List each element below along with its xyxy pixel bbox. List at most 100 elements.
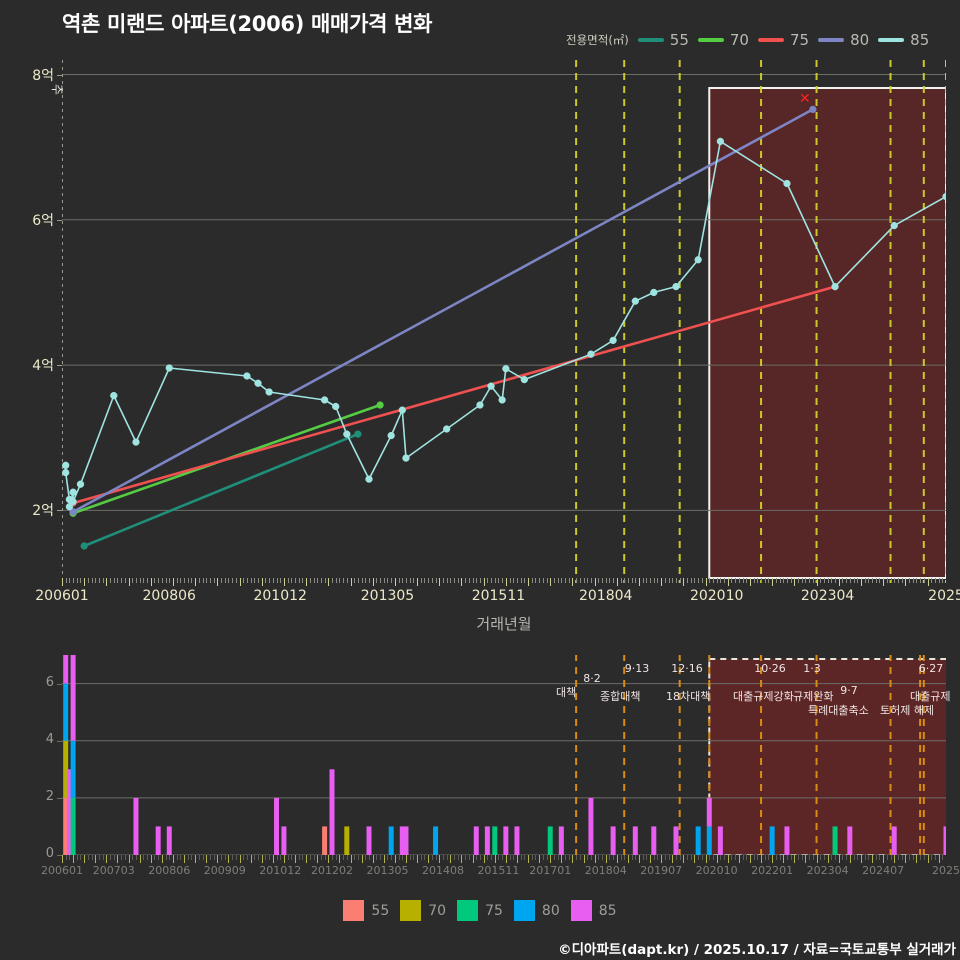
policy-annotation-label: 특례대출축소: [808, 704, 869, 717]
volume-x-tick-label: 200806: [148, 864, 191, 877]
legend-item-80[interactable]: 80: [818, 31, 869, 49]
legend-item-70[interactable]: 70: [697, 31, 749, 49]
price-axis-tick: [439, 578, 441, 586]
price-x-tickmarks: [62, 578, 946, 586]
volume-axis-tick: [276, 855, 278, 860]
volume-axis-tick: [158, 855, 160, 860]
volume-axis-tick: [672, 855, 674, 863]
price-x-tick-label: 200601: [35, 588, 89, 604]
price-x-tick-label: 201804: [578, 588, 633, 604]
price-axis-tick: [250, 578, 252, 583]
price-axis-tick: [106, 578, 108, 586]
volume-axis-tick: [302, 855, 304, 860]
price-axis-tick: [576, 578, 578, 583]
policy-annotation-label: 규제완화: [793, 690, 834, 703]
price-axis-tick: [561, 578, 563, 583]
price-axis-tick: [446, 578, 448, 583]
price-axis-tick: [757, 578, 759, 583]
volume-axis-tick: [187, 855, 189, 860]
volume-axis-tick: [616, 855, 618, 863]
legend-label-70: 70: [729, 31, 749, 49]
volume-axis-tick: [387, 855, 389, 860]
volume-axis-tick: [206, 855, 208, 863]
volume-axis-tick: [816, 855, 818, 863]
volume-axis-tick: [442, 855, 444, 860]
price-axis-tick: [365, 578, 367, 583]
vol-legend-item-75[interactable]: 75: [457, 900, 503, 921]
volume-axis-tick: [498, 855, 500, 860]
volume-x-tickmarks: [62, 855, 946, 863]
volume-x-tick-label: 201907: [640, 864, 683, 877]
price-axis-tick: [738, 578, 740, 583]
volume-axis-tick: [587, 855, 589, 860]
price-axis-tick: [265, 578, 267, 583]
price-axis-tick: [664, 578, 666, 583]
price-axis-tick: [76, 578, 78, 583]
volume-x-tick-label: 201804: [584, 864, 627, 877]
volume-axis-tick: [372, 855, 374, 863]
price-axis-tick: [65, 578, 67, 583]
price-axis-tick: [313, 578, 315, 583]
volume-axis-tick: [424, 855, 426, 860]
volume-axis-tick: [694, 855, 696, 863]
price-axis-tick: [413, 578, 415, 583]
price-axis-tick: [124, 578, 126, 583]
price-axis-tick: [198, 578, 200, 583]
volume-y-tick: [57, 740, 62, 742]
volume-axis-tick: [324, 855, 326, 860]
volume-axis-tick: [838, 855, 840, 863]
price-x-tick-label: 201305: [360, 588, 415, 604]
price-axis-tick: [502, 578, 504, 583]
price-axis-tick: [698, 578, 700, 583]
vol-legend-item-70[interactable]: 70: [400, 900, 446, 921]
price-axis-tick: [332, 578, 333, 583]
price-axis-tick: [657, 578, 659, 583]
legend-label-75: 75: [789, 31, 810, 49]
volume-axis-tick: [864, 855, 866, 860]
vol-legend-item-80[interactable]: 80: [513, 900, 560, 921]
volume-axis-tick: [798, 855, 800, 860]
legend-item-75[interactable]: 75: [757, 31, 810, 49]
volume-axis-tick: [646, 855, 648, 860]
price-axis-tick: [84, 578, 86, 586]
volume-x-tick-label: 201012: [259, 864, 302, 877]
price-y-tick: [57, 365, 62, 367]
price-axis-tick: [272, 578, 274, 583]
price-axis-tick: [749, 578, 751, 586]
vol-legend-item-55[interactable]: 55: [343, 900, 389, 921]
volume-axis-tick: [454, 855, 456, 860]
price-axis-tick: [117, 578, 119, 583]
legend-item-85[interactable]: 85: [878, 31, 929, 49]
price-axis-tick: [798, 578, 800, 583]
price-axis-tick: [176, 578, 178, 583]
volume-axis-tick: [783, 855, 785, 863]
vol-legend-item-85[interactable]: 85: [570, 900, 617, 921]
volume-axis-tick: [417, 855, 419, 863]
volume-axis-tick: [110, 855, 112, 860]
price-axis-tick: [291, 578, 293, 583]
price-axis-tick: [690, 578, 692, 583]
volume-axis-tick: [317, 855, 319, 863]
price-axis-tick: [557, 578, 559, 583]
price-axis-tick: [435, 578, 437, 583]
volume-axis-tick: [346, 855, 348, 860]
price-axis-tick: [468, 578, 470, 583]
volume-axis-tick: [195, 855, 197, 863]
volume-axis-tick: [428, 855, 430, 863]
volume-axis-tick: [568, 855, 570, 860]
price-axis-tick: [494, 578, 496, 583]
volume-axis-tick: [280, 855, 282, 860]
price-axis-tick: [916, 578, 918, 583]
legend-item-55[interactable]: 55: [637, 31, 689, 49]
price-axis-tick: [860, 578, 862, 586]
price-axis-tick: [228, 578, 230, 583]
volume-axis-tick: [794, 855, 796, 863]
price-axis-tick: [923, 578, 925, 583]
price-axis-tick: [454, 578, 456, 583]
price-axis-tick: [901, 578, 903, 583]
volume-axis-tick: [650, 855, 652, 863]
volume-axis-tick: [357, 855, 359, 860]
price-axis-tick: [509, 578, 511, 583]
page-title: 역촌 미랜드 아파트(2006) 매매가격 변화: [62, 12, 433, 36]
volume-axis-tick: [698, 855, 700, 860]
